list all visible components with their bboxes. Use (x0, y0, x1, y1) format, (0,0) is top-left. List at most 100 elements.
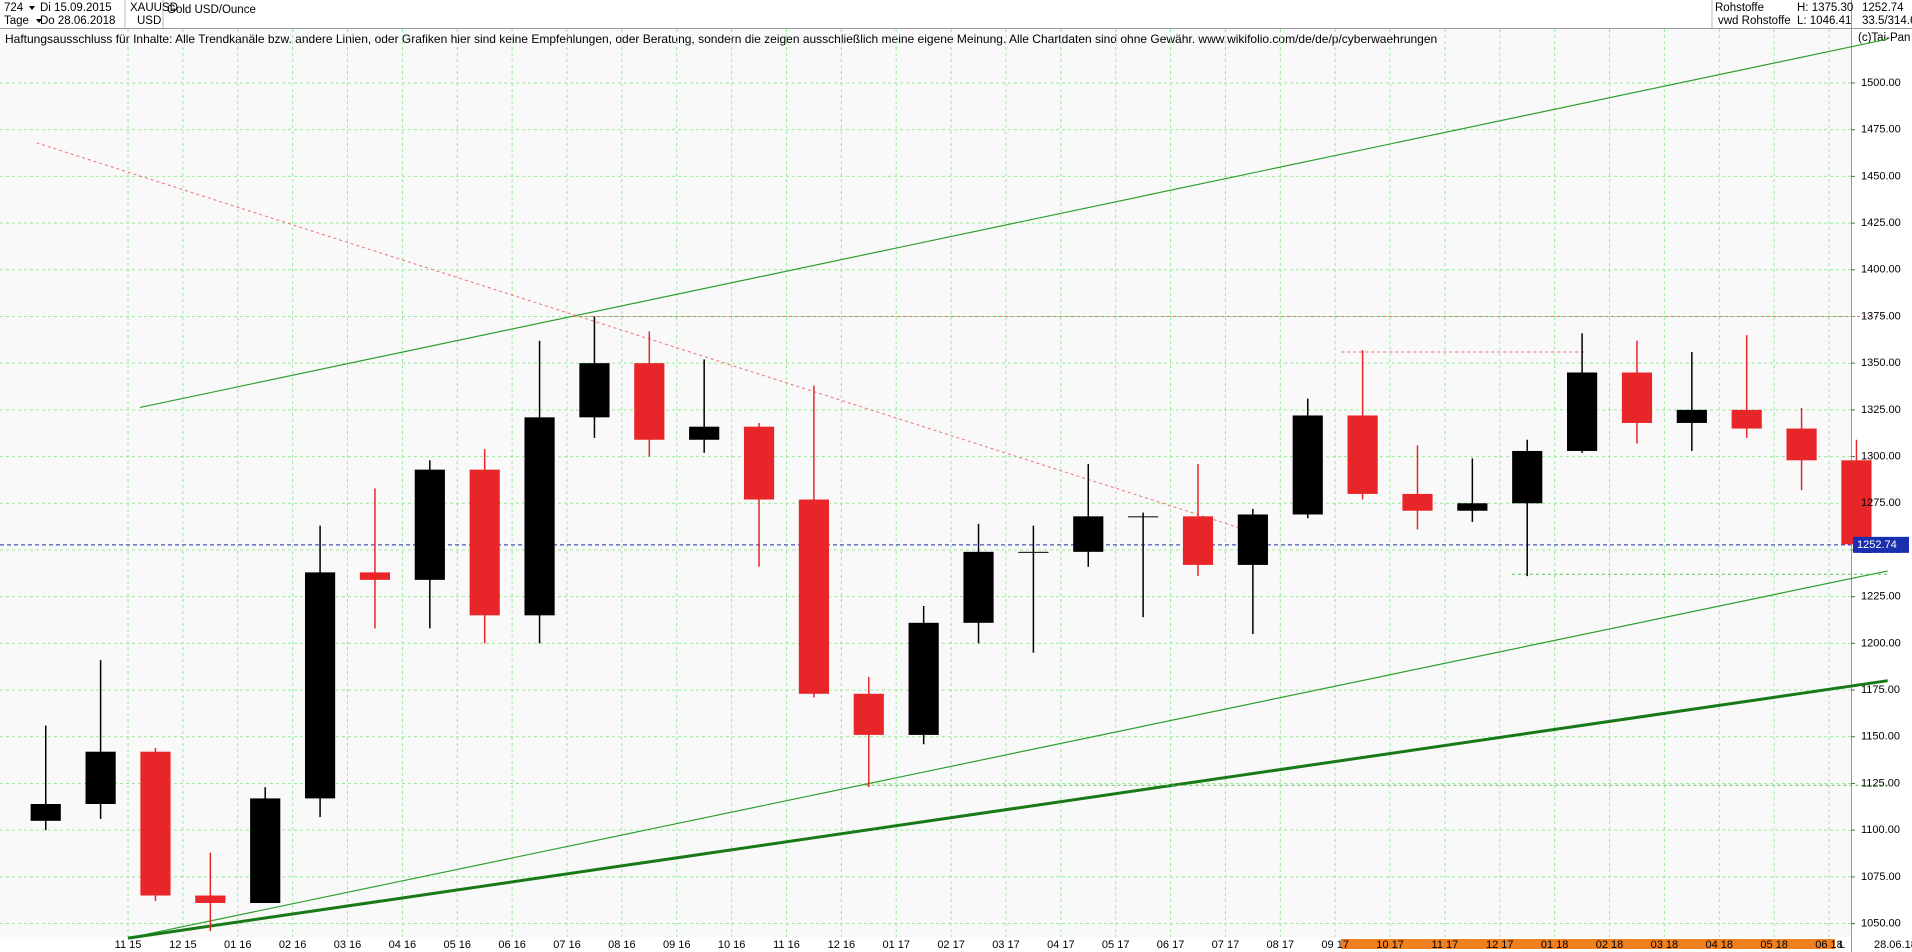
y-tick-label: 1425.00 (1861, 217, 1901, 229)
candle-body (359, 572, 391, 580)
candle-body (579, 363, 610, 418)
x-tick-label: 03 17 (992, 939, 1020, 951)
candle-body (798, 499, 830, 694)
candle-body (1731, 409, 1762, 429)
y-tick-label: 1375.00 (1861, 310, 1901, 322)
start-date: Di 15.09.2015 (40, 2, 112, 14)
x-tick-label: 01 17 (882, 939, 910, 951)
x-tick-label: 06 16 (498, 939, 526, 951)
candle-body (524, 417, 555, 616)
candle-body (1457, 503, 1488, 511)
y-tick-label: 1225.00 (1861, 591, 1901, 603)
marks (0, 38, 1888, 940)
candle-body (1841, 460, 1872, 545)
candle-body (963, 551, 994, 623)
source: vwd Rohstoffe (1718, 15, 1791, 27)
candle-body (1676, 409, 1707, 423)
y-tick-label: 1125.00 (1861, 777, 1900, 789)
y-tick-label: 1200.00 (1861, 637, 1901, 649)
x-tick-label: 03 16 (334, 939, 362, 951)
x-tick-label: 05 17 (1102, 939, 1130, 951)
x-tick-label: 06 18 (1815, 939, 1843, 951)
candle-body (634, 363, 665, 440)
x-tick-label: 11 17 (1432, 939, 1459, 951)
candle-body (908, 622, 939, 735)
candle-body (1073, 516, 1104, 552)
candle-body (1182, 516, 1214, 565)
x-tick-label: 08 16 (608, 939, 636, 951)
x-tick-label: 01 18 (1541, 939, 1569, 951)
candle-body (1402, 493, 1433, 511)
instrument-name: Gold USD/Ounce (167, 4, 256, 16)
x-tick-label: 10 17 (1376, 939, 1404, 951)
price-label-box (1853, 536, 1909, 553)
y-tick-label: 1150.00 (1861, 731, 1900, 743)
y-tick-label: 1275.00 (1861, 497, 1901, 509)
y-tick-label: 1400.00 (1861, 264, 1901, 276)
price-label: 1252.74 (1857, 539, 1897, 551)
x-tick-label: 06 17 (1157, 939, 1185, 951)
candle-body (414, 469, 445, 580)
y-tick-label: 1100.00 (1861, 824, 1900, 836)
x-tick-label: 04 16 (389, 939, 417, 951)
candle-body (1128, 516, 1159, 518)
x-tick-label: 12 17 (1486, 939, 1514, 951)
candle-body (1292, 415, 1323, 515)
candle-body (304, 572, 336, 799)
x-tick-label: 04 18 (1706, 939, 1734, 951)
period[interactable]: 724 (4, 2, 24, 14)
last-price: 1252.74 (1862, 2, 1904, 14)
x-tick-label: 02 18 (1596, 939, 1624, 951)
candle-body (250, 798, 281, 904)
y-tick-label: 1325.00 (1861, 404, 1901, 416)
candle-body (140, 751, 171, 896)
scale-label: L (1839, 939, 1845, 951)
dropdown-icon (29, 6, 42, 23)
trend-line (127, 679, 1888, 940)
y-tick-label: 1175.00 (1861, 684, 1900, 696)
x-tick-label: 07 17 (1212, 939, 1240, 951)
high: H: 1375.30 (1797, 2, 1853, 14)
candle-body (195, 895, 226, 904)
x-tick-label: 01 16 (224, 939, 252, 951)
candle-body (1018, 551, 1049, 553)
candle-body (1786, 428, 1817, 461)
x-tick-label: 03 18 (1651, 939, 1679, 951)
x-tick-label: 04 17 (1047, 939, 1075, 951)
candle-body (1347, 415, 1378, 494)
ratio: 33.5/314.6 (1862, 15, 1912, 27)
x-tick-label: 02 17 (937, 939, 965, 951)
unit[interactable]: Tage (4, 15, 29, 27)
y-tick-label: 1450.00 (1861, 170, 1901, 182)
y-tick-label: 1475.00 (1861, 124, 1901, 136)
trend-line (139, 38, 1888, 408)
y-tick-label: 1500.00 (1861, 77, 1901, 89)
y-tick-label: 1300.00 (1861, 450, 1901, 462)
x-tick-label: 10 16 (718, 939, 746, 951)
x-tick-label: 08 17 (1267, 939, 1295, 951)
disclaimer: Haftungsausschluss für Inhalte: Alle Tre… (5, 32, 1437, 46)
x-tick-label: 12 16 (828, 939, 856, 951)
end-date-label: 28.06.18 (1874, 939, 1912, 951)
x-tick-label: 07 16 (553, 939, 581, 951)
group: Rohstoffe (1715, 2, 1764, 14)
candle-body (30, 804, 61, 821)
candle-body (853, 693, 884, 735)
trend-line (127, 570, 1888, 939)
y-tick-label: 1050.00 (1861, 917, 1901, 929)
currency: USD (137, 15, 161, 27)
candle-body (469, 469, 500, 616)
x-tick-label: 09 16 (663, 939, 691, 951)
candle-body (1512, 450, 1543, 504)
x-tick-label: 12 15 (169, 939, 197, 951)
volume-band (1341, 939, 1835, 949)
end-date: Do 28.06.2018 (40, 15, 115, 27)
symbol: XAUUSD (130, 2, 178, 14)
candle-body (689, 426, 720, 440)
candle-body (1567, 372, 1598, 451)
x-tick-label: 11 16 (773, 939, 800, 951)
candle-body (1621, 372, 1653, 423)
x-tick-label: 05 18 (1760, 939, 1788, 951)
